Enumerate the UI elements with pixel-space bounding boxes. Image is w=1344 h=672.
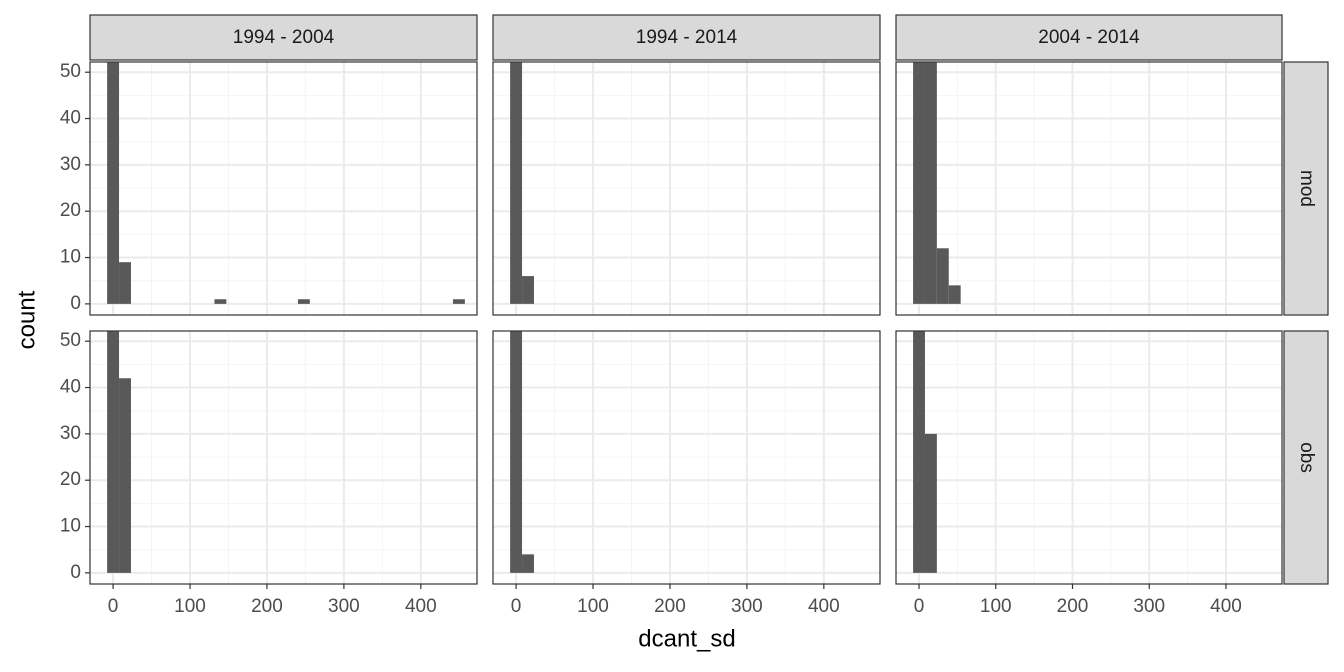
y-tick-label: 40 [60, 108, 81, 129]
x-tick-label: 200 [251, 596, 283, 617]
panel [90, 62, 477, 315]
x-tick-label: 100 [174, 596, 206, 617]
panel-border [89, 330, 478, 585]
bar [924, 433, 937, 573]
x-tick-label: 300 [328, 596, 360, 617]
bar [924, 62, 937, 304]
panel-border [492, 330, 881, 585]
bar [510, 331, 523, 573]
strip-background [1283, 330, 1329, 585]
x-tick-label: 400 [808, 596, 840, 617]
column-strip-label: 1994 - 2014 [636, 27, 738, 48]
bar [948, 285, 961, 304]
bar [107, 62, 120, 304]
bar [913, 331, 925, 573]
y-tick-label: 10 [60, 247, 81, 268]
y-tick-label: 0 [70, 293, 81, 314]
y-tick-label: 10 [60, 516, 81, 537]
y-tick-label: 0 [70, 562, 81, 583]
x-tick-label: 400 [405, 596, 437, 617]
x-tick-label: 300 [731, 596, 763, 617]
y-tick-label: 50 [60, 61, 81, 82]
bar [119, 378, 131, 573]
bar [936, 248, 949, 304]
panel [90, 331, 477, 584]
y-tick-label: 40 [60, 377, 81, 398]
y-tick-label: 50 [60, 330, 81, 351]
strip-background [89, 14, 478, 61]
panel [493, 62, 880, 315]
panel-border [895, 330, 1283, 585]
x-tick-label: 300 [1133, 596, 1165, 617]
y-axis-label: count [13, 290, 40, 349]
x-axis-label: dcant_sd [638, 625, 735, 652]
y-tick-label: 30 [60, 423, 81, 444]
bar [119, 262, 131, 304]
strip-background [1283, 61, 1329, 316]
panel [896, 62, 1282, 315]
x-tick-label: 400 [1210, 596, 1242, 617]
x-tick-label: 200 [654, 596, 686, 617]
y-tick-label: 30 [60, 154, 81, 175]
row-strip-label: mod [1296, 170, 1317, 207]
bar [107, 331, 120, 573]
x-tick-label: 200 [1057, 596, 1089, 617]
bar [214, 299, 227, 304]
panel-border [895, 61, 1283, 316]
x-tick-label: 100 [577, 596, 609, 617]
x-tick-label: 0 [108, 596, 119, 617]
panel-border [89, 61, 478, 316]
bar [522, 276, 534, 304]
column-strip-label: 2004 - 2014 [1038, 27, 1140, 48]
y-tick-label: 20 [60, 200, 81, 221]
panel [493, 331, 880, 584]
x-tick-label: 0 [511, 596, 522, 617]
panel-border [492, 61, 881, 316]
x-tick-label: 100 [980, 596, 1012, 617]
bar [522, 554, 534, 573]
y-tick-label: 20 [60, 469, 81, 490]
strip-background [492, 14, 881, 61]
x-tick-label: 0 [914, 596, 925, 617]
row-strip-label: obs [1296, 442, 1317, 473]
column-strip-label: 1994 - 2004 [233, 27, 335, 48]
panel [896, 331, 1282, 584]
bar [510, 62, 523, 304]
bar [913, 62, 925, 304]
bar [297, 299, 310, 304]
bar [452, 299, 465, 304]
strip-background [895, 14, 1283, 61]
